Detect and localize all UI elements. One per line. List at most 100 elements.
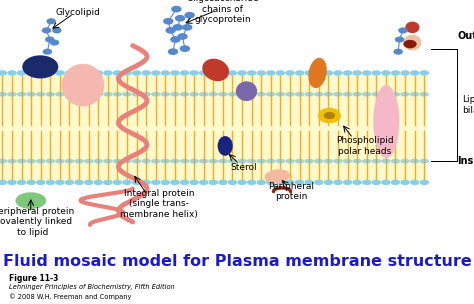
Ellipse shape: [247, 92, 256, 97]
Ellipse shape: [403, 35, 421, 50]
Ellipse shape: [65, 180, 74, 185]
Ellipse shape: [237, 92, 247, 97]
Ellipse shape: [103, 92, 113, 97]
Ellipse shape: [132, 159, 141, 164]
Ellipse shape: [17, 159, 26, 164]
Ellipse shape: [333, 92, 343, 97]
Ellipse shape: [170, 180, 180, 185]
Ellipse shape: [0, 70, 7, 76]
Ellipse shape: [276, 70, 285, 76]
Ellipse shape: [103, 180, 113, 185]
Ellipse shape: [209, 159, 218, 164]
Ellipse shape: [55, 92, 64, 97]
Ellipse shape: [122, 180, 132, 185]
Ellipse shape: [84, 70, 93, 76]
Ellipse shape: [304, 180, 314, 185]
Ellipse shape: [276, 159, 285, 164]
Ellipse shape: [180, 180, 189, 185]
Ellipse shape: [27, 159, 36, 164]
Ellipse shape: [84, 180, 93, 185]
Ellipse shape: [74, 159, 84, 164]
Text: Fluid mosaic model for Plasma membrane structure: Fluid mosaic model for Plasma membrane s…: [3, 254, 471, 269]
Ellipse shape: [372, 180, 381, 185]
Ellipse shape: [264, 169, 290, 183]
Text: Inside: Inside: [457, 156, 474, 166]
Circle shape: [324, 112, 335, 119]
Ellipse shape: [401, 92, 410, 97]
Ellipse shape: [266, 70, 275, 76]
Ellipse shape: [401, 159, 410, 164]
Ellipse shape: [314, 180, 324, 185]
Ellipse shape: [218, 159, 228, 164]
Ellipse shape: [27, 70, 36, 76]
Ellipse shape: [113, 180, 122, 185]
Ellipse shape: [190, 70, 199, 76]
Ellipse shape: [410, 180, 419, 185]
Ellipse shape: [372, 92, 381, 97]
Ellipse shape: [17, 70, 26, 76]
Ellipse shape: [309, 58, 327, 88]
Ellipse shape: [113, 70, 122, 76]
Ellipse shape: [141, 159, 151, 164]
Ellipse shape: [237, 180, 247, 185]
Ellipse shape: [419, 92, 429, 97]
Ellipse shape: [0, 92, 7, 97]
Ellipse shape: [410, 70, 419, 76]
Ellipse shape: [381, 70, 391, 76]
Ellipse shape: [161, 159, 170, 164]
Text: Sterol: Sterol: [231, 163, 257, 172]
Ellipse shape: [295, 70, 304, 76]
Ellipse shape: [113, 159, 122, 164]
Circle shape: [52, 27, 62, 33]
Ellipse shape: [0, 180, 7, 185]
Ellipse shape: [237, 70, 247, 76]
Ellipse shape: [381, 180, 391, 185]
Ellipse shape: [410, 92, 419, 97]
Ellipse shape: [132, 92, 141, 97]
Ellipse shape: [199, 70, 209, 76]
Ellipse shape: [419, 159, 429, 164]
Ellipse shape: [285, 92, 295, 97]
Ellipse shape: [7, 159, 17, 164]
Ellipse shape: [352, 159, 362, 164]
Ellipse shape: [218, 136, 233, 156]
Ellipse shape: [170, 70, 180, 76]
Ellipse shape: [410, 159, 419, 164]
Ellipse shape: [295, 92, 304, 97]
Ellipse shape: [113, 92, 122, 97]
Ellipse shape: [333, 180, 343, 185]
Text: Lehninger Principles of Biochemistry, Fifth Edition: Lehninger Principles of Biochemistry, Fi…: [9, 284, 175, 290]
Ellipse shape: [343, 180, 352, 185]
Ellipse shape: [373, 85, 399, 158]
Ellipse shape: [247, 159, 256, 164]
Text: Glycolipid: Glycolipid: [56, 8, 100, 17]
Ellipse shape: [372, 70, 381, 76]
Ellipse shape: [209, 180, 218, 185]
Ellipse shape: [256, 70, 266, 76]
Ellipse shape: [103, 70, 113, 76]
Ellipse shape: [84, 159, 93, 164]
Ellipse shape: [122, 92, 132, 97]
Ellipse shape: [343, 92, 352, 97]
Ellipse shape: [314, 92, 324, 97]
Ellipse shape: [55, 180, 64, 185]
Ellipse shape: [218, 180, 228, 185]
Ellipse shape: [218, 70, 228, 76]
Ellipse shape: [93, 92, 103, 97]
Circle shape: [184, 12, 195, 19]
Ellipse shape: [132, 70, 141, 76]
Circle shape: [42, 27, 51, 33]
Ellipse shape: [228, 70, 237, 76]
Circle shape: [165, 27, 176, 34]
Ellipse shape: [170, 159, 180, 164]
Ellipse shape: [141, 70, 151, 76]
Ellipse shape: [228, 180, 237, 185]
Ellipse shape: [27, 180, 36, 185]
Ellipse shape: [151, 70, 161, 76]
Text: Outside: Outside: [457, 32, 474, 41]
Circle shape: [171, 6, 182, 12]
Circle shape: [403, 40, 417, 48]
Ellipse shape: [314, 159, 324, 164]
Ellipse shape: [7, 180, 17, 185]
Ellipse shape: [304, 159, 314, 164]
